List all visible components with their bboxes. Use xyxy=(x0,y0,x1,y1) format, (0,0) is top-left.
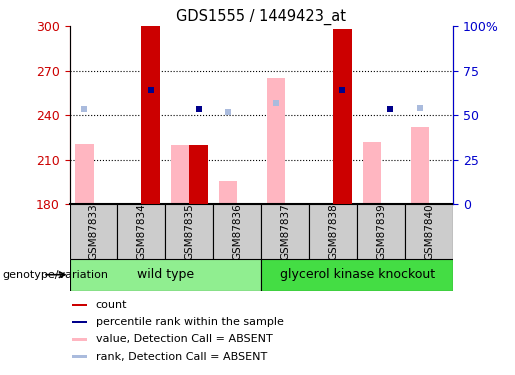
Bar xyxy=(190,145,208,204)
Text: wild type: wild type xyxy=(137,268,194,281)
Bar xyxy=(261,259,453,291)
Text: GSM87839: GSM87839 xyxy=(376,203,386,260)
Text: genotype/variation: genotype/variation xyxy=(3,270,109,280)
Text: percentile rank within the sample: percentile rank within the sample xyxy=(96,317,284,327)
Text: GSM87835: GSM87835 xyxy=(184,203,195,260)
Bar xyxy=(165,204,213,259)
Text: GSM87837: GSM87837 xyxy=(280,203,290,260)
Bar xyxy=(72,321,87,323)
Bar xyxy=(267,78,285,204)
Text: GSM87834: GSM87834 xyxy=(136,203,146,260)
Text: rank, Detection Call = ABSENT: rank, Detection Call = ABSENT xyxy=(96,352,267,362)
Bar xyxy=(261,204,310,259)
Title: GDS1555 / 1449423_at: GDS1555 / 1449423_at xyxy=(176,9,347,25)
Bar xyxy=(333,29,352,204)
Bar xyxy=(363,142,381,204)
Bar xyxy=(219,181,237,204)
Bar xyxy=(70,259,261,291)
Bar xyxy=(70,204,117,259)
Bar xyxy=(72,304,87,306)
Text: glycerol kinase knockout: glycerol kinase knockout xyxy=(280,268,435,281)
Bar xyxy=(72,338,87,340)
Bar xyxy=(75,144,94,204)
Bar xyxy=(310,204,357,259)
Bar xyxy=(117,204,165,259)
Text: GSM87836: GSM87836 xyxy=(232,203,243,260)
Bar xyxy=(411,127,429,204)
Bar xyxy=(405,204,453,259)
Bar xyxy=(213,204,261,259)
Text: value, Detection Call = ABSENT: value, Detection Call = ABSENT xyxy=(96,334,272,344)
Text: GSM87833: GSM87833 xyxy=(89,203,98,260)
Text: count: count xyxy=(96,300,127,310)
Bar xyxy=(171,145,190,204)
Bar xyxy=(72,356,87,358)
Text: GSM87840: GSM87840 xyxy=(424,203,434,260)
Bar xyxy=(357,204,405,259)
Text: GSM87838: GSM87838 xyxy=(328,203,338,260)
Bar xyxy=(142,26,160,204)
